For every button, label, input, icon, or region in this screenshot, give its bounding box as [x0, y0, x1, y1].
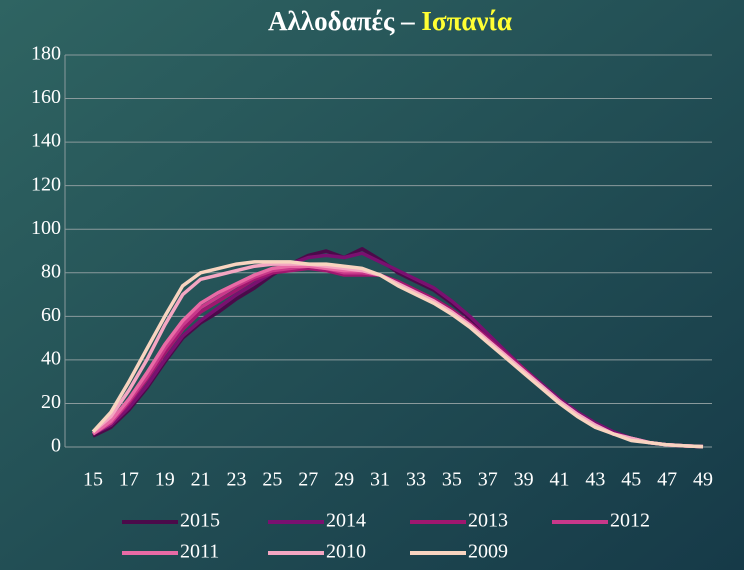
title-highlight: Ισπανία — [421, 6, 512, 36]
x-tick-label: 19 — [155, 469, 175, 491]
y-tick-label: 60 — [41, 304, 61, 326]
legend-label: 2012 — [610, 510, 650, 532]
legend-label: 2013 — [468, 510, 508, 532]
legend-label: 2011 — [180, 541, 219, 563]
x-tick-label: 35 — [442, 469, 462, 491]
x-tick-label: 17 — [119, 469, 139, 491]
x-tick-label: 25 — [262, 469, 282, 491]
y-tick-label: 140 — [31, 130, 61, 152]
y-tick-label: 120 — [31, 173, 61, 195]
data-line — [92, 251, 704, 449]
legend-label: 2015 — [180, 510, 220, 532]
legend-label: 2014 — [326, 510, 366, 532]
legend-label: 2010 — [326, 541, 366, 563]
x-tick-label: 49 — [693, 469, 713, 491]
y-tick-label: 20 — [41, 391, 61, 413]
x-tick-label: 37 — [478, 469, 498, 491]
x-tick-label: 29 — [334, 469, 354, 491]
y-tick-label: 80 — [41, 260, 61, 282]
x-tick-label: 15 — [83, 469, 103, 491]
y-tick-label: 0 — [51, 435, 61, 457]
x-tick-label: 41 — [549, 469, 569, 491]
y-tick-label: 100 — [31, 217, 61, 239]
x-tick-label: 45 — [621, 469, 641, 491]
title-part: Αλλοδαπές – — [268, 6, 415, 36]
x-tick-label: 33 — [406, 469, 426, 491]
x-tick-label: 39 — [514, 469, 534, 491]
data-line — [91, 260, 704, 449]
x-tick-label: 21 — [191, 469, 211, 491]
y-tick-label: 40 — [41, 347, 61, 369]
chart-title: Αλλοδαπές – Ισπανία — [268, 6, 512, 36]
x-tick-label: 31 — [370, 469, 390, 491]
legend-label: 2009 — [468, 541, 508, 563]
x-tick-label: 27 — [298, 469, 318, 491]
x-tick-label: 47 — [657, 469, 677, 491]
x-tick-label: 43 — [585, 469, 605, 491]
x-tick-label: 23 — [227, 469, 247, 491]
y-tick-label: 180 — [31, 43, 61, 65]
y-tick-label: 160 — [31, 86, 61, 108]
